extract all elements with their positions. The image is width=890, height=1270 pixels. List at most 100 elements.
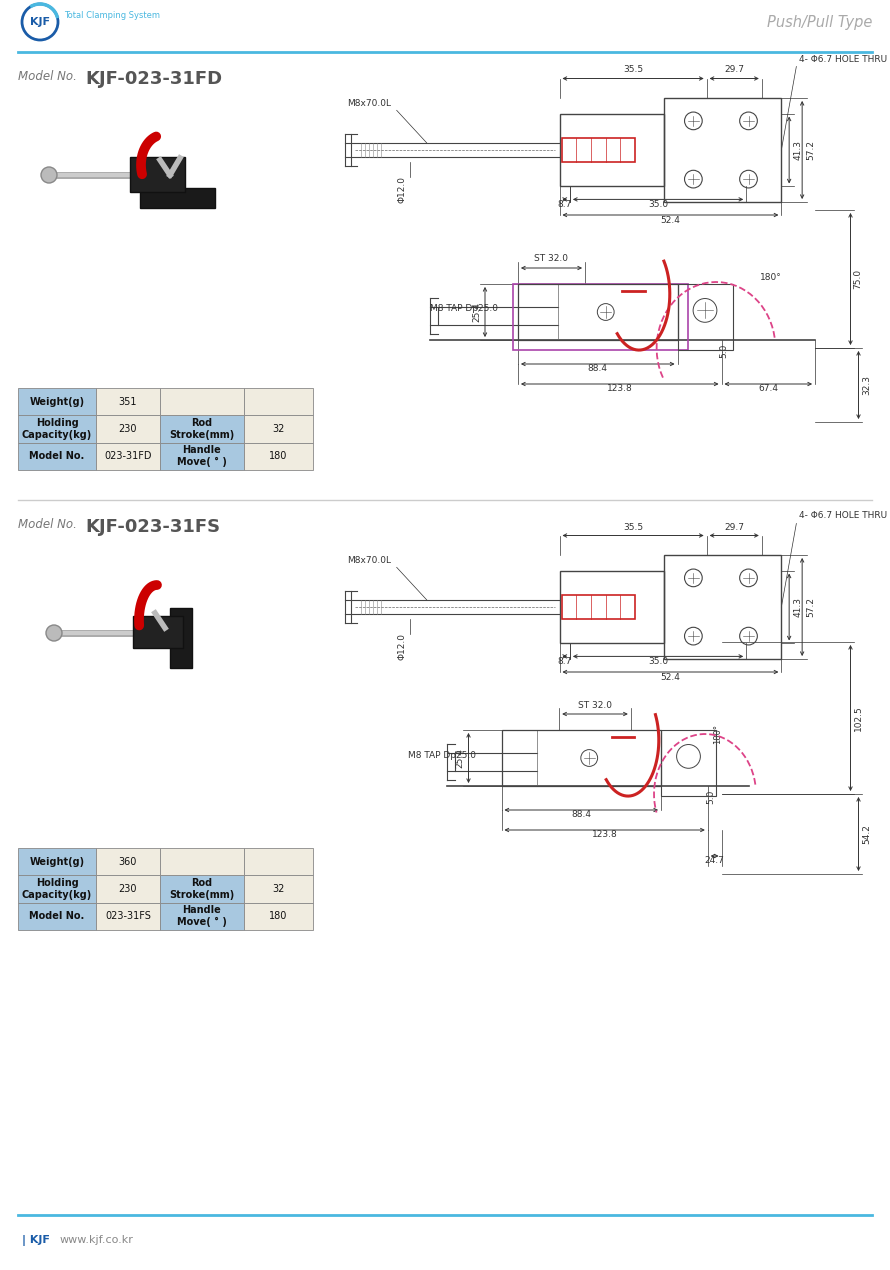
Text: 5.0: 5.0 [720, 344, 729, 358]
Text: 4- Φ6.7 HOLE THRU: 4- Φ6.7 HOLE THRU [799, 512, 887, 521]
Text: 123.8: 123.8 [592, 831, 618, 839]
Circle shape [41, 166, 57, 183]
Text: Push/Pull Type: Push/Pull Type [766, 14, 872, 29]
Bar [130, 157, 185, 192]
Bar [140, 188, 215, 208]
Text: 102.5: 102.5 [854, 705, 862, 730]
Text: 54.2: 54.2 [862, 824, 871, 845]
Bar [96, 875, 159, 903]
Bar [18, 903, 96, 930]
Bar [159, 415, 244, 443]
Bar [244, 875, 313, 903]
Text: ST 32.0: ST 32.0 [535, 254, 569, 263]
Bar [159, 848, 244, 875]
Text: 023-31FD: 023-31FD [104, 451, 151, 461]
Bar [664, 98, 781, 202]
Text: M8 TAP Dp25.0: M8 TAP Dp25.0 [408, 751, 476, 759]
Bar [18, 389, 96, 415]
Text: 29.7: 29.7 [724, 522, 744, 532]
Bar [133, 616, 183, 648]
Text: 351: 351 [118, 396, 137, 406]
Bar [677, 284, 732, 351]
Text: 8.7: 8.7 [557, 658, 572, 667]
Bar [96, 389, 159, 415]
Text: 88.4: 88.4 [587, 364, 608, 373]
Text: Total Clamping System: Total Clamping System [64, 11, 160, 20]
Bar [18, 875, 96, 903]
Text: 180°: 180° [713, 724, 723, 744]
Bar [159, 875, 244, 903]
Bar [18, 443, 96, 470]
Text: Handle
Move( ° ): Handle Move( ° ) [177, 446, 227, 467]
Text: Model No.: Model No. [18, 518, 81, 531]
Text: 180: 180 [269, 451, 287, 461]
Text: 023-31FS: 023-31FS [105, 912, 150, 921]
Text: Model No.: Model No. [29, 912, 85, 921]
Text: Holding
Capacity(kg): Holding Capacity(kg) [22, 418, 93, 439]
Text: 32: 32 [272, 884, 285, 894]
Text: www.kjf.co.kr: www.kjf.co.kr [60, 1234, 134, 1245]
Text: 75.0: 75.0 [854, 269, 862, 290]
Text: 67.4: 67.4 [758, 384, 778, 392]
Bar [170, 608, 192, 668]
Text: KJF-023-31FD: KJF-023-31FD [85, 70, 222, 88]
Text: KJF: KJF [30, 17, 50, 27]
Text: M8x70.0L: M8x70.0L [347, 99, 391, 108]
Bar [244, 903, 313, 930]
Text: 32: 32 [272, 424, 285, 434]
Text: 52.4: 52.4 [660, 216, 680, 225]
Text: 25.4: 25.4 [472, 302, 481, 321]
Text: 52.4: 52.4 [660, 673, 680, 682]
Bar [244, 848, 313, 875]
Text: 24.7: 24.7 [705, 856, 724, 865]
Text: 123.8: 123.8 [607, 384, 633, 392]
Bar [664, 555, 781, 659]
Text: KJF-023-31FS: KJF-023-31FS [85, 518, 220, 536]
Text: Holding
Capacity(kg): Holding Capacity(kg) [22, 878, 93, 900]
Text: Model No.: Model No. [18, 70, 81, 83]
Bar [560, 113, 664, 187]
Bar [159, 389, 244, 415]
Text: 35.0: 35.0 [648, 658, 668, 667]
Text: Φ12.0: Φ12.0 [397, 177, 406, 203]
Text: 35.0: 35.0 [648, 201, 668, 210]
Bar [159, 903, 244, 930]
Text: Rod
Stroke(mm): Rod Stroke(mm) [169, 878, 234, 900]
Bar [18, 415, 96, 443]
Bar [159, 443, 244, 470]
Bar [244, 415, 313, 443]
Text: Weight(g): Weight(g) [29, 396, 85, 406]
Text: Handle
Move( ° ): Handle Move( ° ) [177, 906, 227, 927]
Text: Model No.: Model No. [29, 451, 85, 461]
Text: 35.5: 35.5 [623, 66, 643, 75]
Text: 57.2: 57.2 [806, 140, 815, 160]
Text: 180°: 180° [760, 273, 782, 282]
Text: 88.4: 88.4 [571, 810, 591, 819]
Text: 5.0: 5.0 [706, 790, 715, 804]
Bar [562, 596, 635, 618]
Bar [501, 730, 661, 786]
Text: 25.4: 25.4 [456, 748, 465, 768]
Text: ST 32.0: ST 32.0 [578, 701, 612, 710]
Text: 41.3: 41.3 [793, 140, 802, 160]
Bar [96, 848, 159, 875]
Text: 8.7: 8.7 [557, 201, 572, 210]
Text: M8x70.0L: M8x70.0L [347, 556, 391, 565]
Text: 57.2: 57.2 [806, 597, 815, 617]
Text: 41.3: 41.3 [793, 597, 802, 617]
Text: | KJF: | KJF [22, 1234, 50, 1246]
Bar [244, 443, 313, 470]
Text: Rod
Stroke(mm): Rod Stroke(mm) [169, 418, 234, 439]
Text: 4- Φ6.7 HOLE THRU: 4- Φ6.7 HOLE THRU [799, 55, 887, 64]
Bar [244, 389, 313, 415]
Text: 230: 230 [118, 424, 137, 434]
Bar [18, 848, 96, 875]
Text: 360: 360 [118, 857, 137, 866]
Text: 29.7: 29.7 [724, 66, 744, 75]
Bar [96, 443, 159, 470]
Bar [562, 138, 635, 161]
Bar [513, 284, 687, 351]
Bar [560, 570, 664, 644]
Text: 180: 180 [269, 912, 287, 921]
Text: Φ12.0: Φ12.0 [397, 632, 406, 660]
